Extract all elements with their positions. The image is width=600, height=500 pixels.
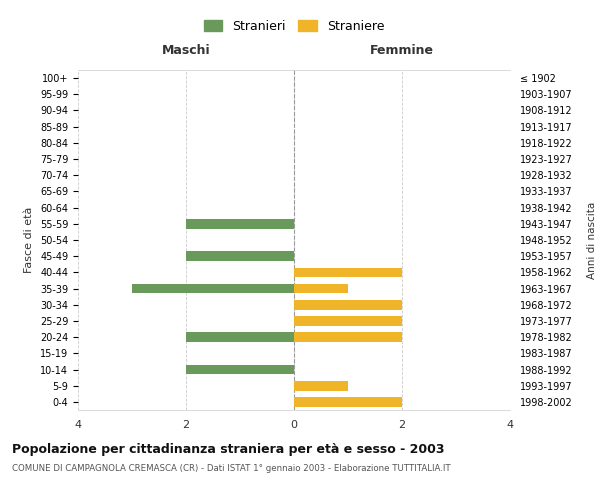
Text: Femmine: Femmine bbox=[370, 44, 434, 57]
Bar bbox=[294, 284, 348, 294]
Bar bbox=[132, 284, 294, 294]
Bar bbox=[186, 252, 294, 261]
Text: Maschi: Maschi bbox=[161, 44, 211, 57]
Bar bbox=[294, 316, 402, 326]
Bar bbox=[294, 268, 402, 277]
Text: Anni di nascita: Anni di nascita bbox=[587, 202, 597, 278]
Bar bbox=[294, 332, 402, 342]
Bar bbox=[294, 300, 402, 310]
Bar bbox=[294, 381, 348, 390]
Legend: Stranieri, Straniere: Stranieri, Straniere bbox=[199, 15, 389, 38]
Bar bbox=[294, 397, 402, 407]
Bar bbox=[186, 332, 294, 342]
Text: COMUNE DI CAMPAGNOLA CREMASCA (CR) - Dati ISTAT 1° gennaio 2003 - Elaborazione T: COMUNE DI CAMPAGNOLA CREMASCA (CR) - Dat… bbox=[12, 464, 451, 473]
Y-axis label: Fasce di età: Fasce di età bbox=[25, 207, 34, 273]
Text: Popolazione per cittadinanza straniera per età e sesso - 2003: Popolazione per cittadinanza straniera p… bbox=[12, 442, 445, 456]
Bar bbox=[186, 219, 294, 228]
Bar bbox=[186, 364, 294, 374]
